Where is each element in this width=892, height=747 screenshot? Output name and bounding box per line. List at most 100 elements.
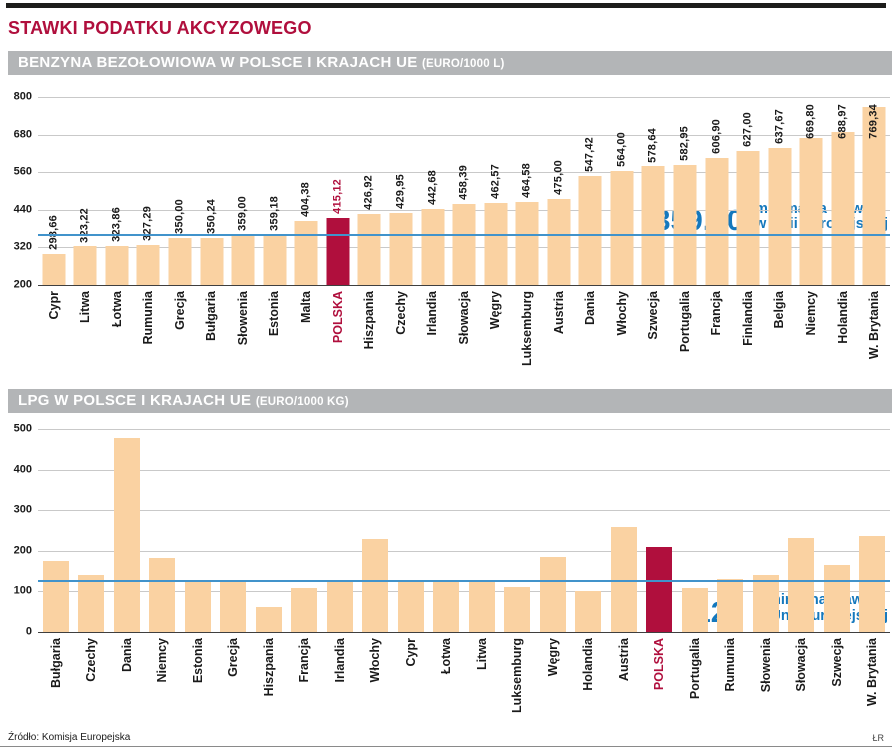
gridline-560 [38, 172, 890, 174]
category-slot: Malta [291, 291, 323, 381]
bar-Austria [610, 527, 637, 632]
category-slot: Rumunia [713, 638, 749, 728]
y-tick-560: 560 [13, 165, 32, 178]
category-label-Włochy: Włochy [614, 291, 629, 336]
category-slot: Szwecja [819, 638, 855, 728]
y-tick-200: 200 [13, 278, 32, 291]
value-label-Cypr: 298,66 [47, 215, 60, 251]
bar-Słowenia [231, 235, 255, 285]
gridline-500 [38, 429, 890, 430]
value-label-Irlandia: 442,68 [426, 170, 439, 205]
bar-slot: 564,00 [606, 97, 638, 285]
category-label-Estonia: Estonia [190, 638, 205, 684]
category-label-Włochy: Włochy [368, 638, 382, 683]
category-slot: Estonia [259, 291, 291, 381]
value-label-Słowacja: 458,39 [457, 165, 470, 201]
bar-slot: 442,68 [417, 97, 449, 285]
category-label-Luksemburg: Luksemburg [519, 291, 534, 367]
bar-slot: 464,58 [511, 97, 543, 285]
category-slot: Łotwa [429, 638, 465, 728]
bar-slot [287, 429, 323, 632]
bar-Słowacja [452, 204, 476, 285]
bar-slot: 323,86 [101, 97, 133, 285]
category-slot: POLSKA [322, 291, 354, 381]
y-tick-100: 100 [13, 584, 32, 597]
bar-Bułgaria [42, 560, 69, 632]
value-label-Bułgaria: 350,24 [205, 199, 218, 234]
bar-slot: 582,95 [669, 97, 701, 285]
value-label-POLSKA: 415,12 [331, 178, 344, 214]
y-tick-320: 320 [13, 240, 32, 253]
bar-slot: 458,39 [448, 97, 480, 285]
category-slot: Grecja [216, 638, 252, 728]
category-slot: Słowacja [784, 638, 820, 728]
category-label-Szwecja: Szwecja [646, 291, 661, 340]
category-label-Dania: Dania [119, 638, 134, 673]
bar-Holandia [575, 591, 602, 632]
chart-benzyna-title: BENZYNA BEZOŁOWIOWA W POLSCE I KRAJACH U… [18, 54, 418, 71]
category-slot: Węgry [480, 291, 512, 381]
category-slot: Hiszpania [354, 291, 386, 381]
y-tick-800: 800 [13, 90, 32, 103]
category-label-Cypr: Cypr [46, 291, 61, 320]
category-label-Niemcy: Niemcy [804, 291, 819, 336]
gridline-680 [38, 134, 890, 136]
category-label-Litwa: Litwa [78, 291, 93, 323]
category-label-Irlandia: Irlandia [332, 638, 347, 683]
bar-slot: 359,00 [227, 97, 259, 285]
bar-Francja [291, 588, 318, 632]
page-title: STAWKI PODATKU AKCYZOWEGO [8, 18, 312, 38]
bar-slot [216, 429, 252, 632]
bar-Dania [113, 438, 140, 632]
bar-POLSKA [646, 546, 673, 632]
value-label-Grecja: 350,00 [173, 199, 186, 234]
category-slot: Bułgaria [196, 291, 228, 381]
chart-benzyna-header: BENZYNA BEZOŁOWIOWA W POLSCE I KRAJACH U… [8, 51, 892, 75]
category-label-Bułgaria: Bułgaria [204, 291, 219, 342]
category-slot: Luksemburg [511, 291, 543, 381]
category-label-Słowenia: Słowenia [235, 291, 250, 346]
value-label-Francja: 606,90 [710, 118, 723, 154]
category-slot: Finlandia [732, 291, 764, 381]
bar-slot [109, 429, 145, 632]
gridline-400 [38, 469, 890, 471]
value-label-Malta: 404,38 [299, 182, 312, 217]
category-slot: Dania [109, 638, 145, 728]
category-slot: W. Brytania [859, 291, 891, 381]
value-label-Portugalia: 582,95 [678, 126, 691, 162]
value-label-Czechy: 429,95 [394, 174, 407, 209]
value-label-Luksemburg: 464,58 [520, 163, 533, 199]
bar-slot [429, 429, 465, 632]
bar-Litwa [73, 246, 97, 285]
bar-slot [180, 429, 216, 632]
bar-Węgry [539, 556, 566, 632]
chart-lpg-title: LPG W POLSCE I KRAJACH UE [18, 392, 252, 409]
chart-lpg-unit: (EURO/1000 KG) [255, 396, 349, 408]
footer: Źródło: Komisja Europejska ŁR [8, 732, 884, 743]
bar-slot: 627,00 [732, 97, 764, 285]
bar-slot [713, 429, 749, 632]
category-slot: Holandia [827, 291, 859, 381]
bar-slot: 327,29 [133, 97, 165, 285]
bar-slot: 415,12 [322, 97, 354, 285]
category-slot: POLSKA [642, 638, 678, 728]
category-slot: Łotwa [101, 291, 133, 381]
value-label-Austria: 475,00 [552, 159, 565, 195]
category-label-Bułgaria: Bułgaria [48, 638, 63, 689]
bar-slot: 688,97 [827, 97, 859, 285]
min-rate-line [38, 234, 890, 237]
category-label-Portugalia: Portugalia [687, 638, 702, 700]
credit: ŁR [872, 733, 884, 743]
value-label-Niemcy: 669,80 [804, 104, 817, 139]
bar-slot [677, 429, 713, 632]
bar-Cypr [397, 581, 424, 632]
category-slot: Austria [606, 638, 642, 728]
bar-slot [535, 429, 571, 632]
bar-slot [642, 429, 678, 632]
category-label-Czechy: Czechy [84, 638, 98, 682]
category-slot: Dania [575, 291, 607, 381]
value-label-Włochy: 564,00 [615, 132, 628, 167]
value-label-Finlandia: 627,00 [741, 112, 754, 148]
bar-Hiszpania [255, 606, 282, 632]
category-label-Irlandia: Irlandia [425, 291, 440, 336]
